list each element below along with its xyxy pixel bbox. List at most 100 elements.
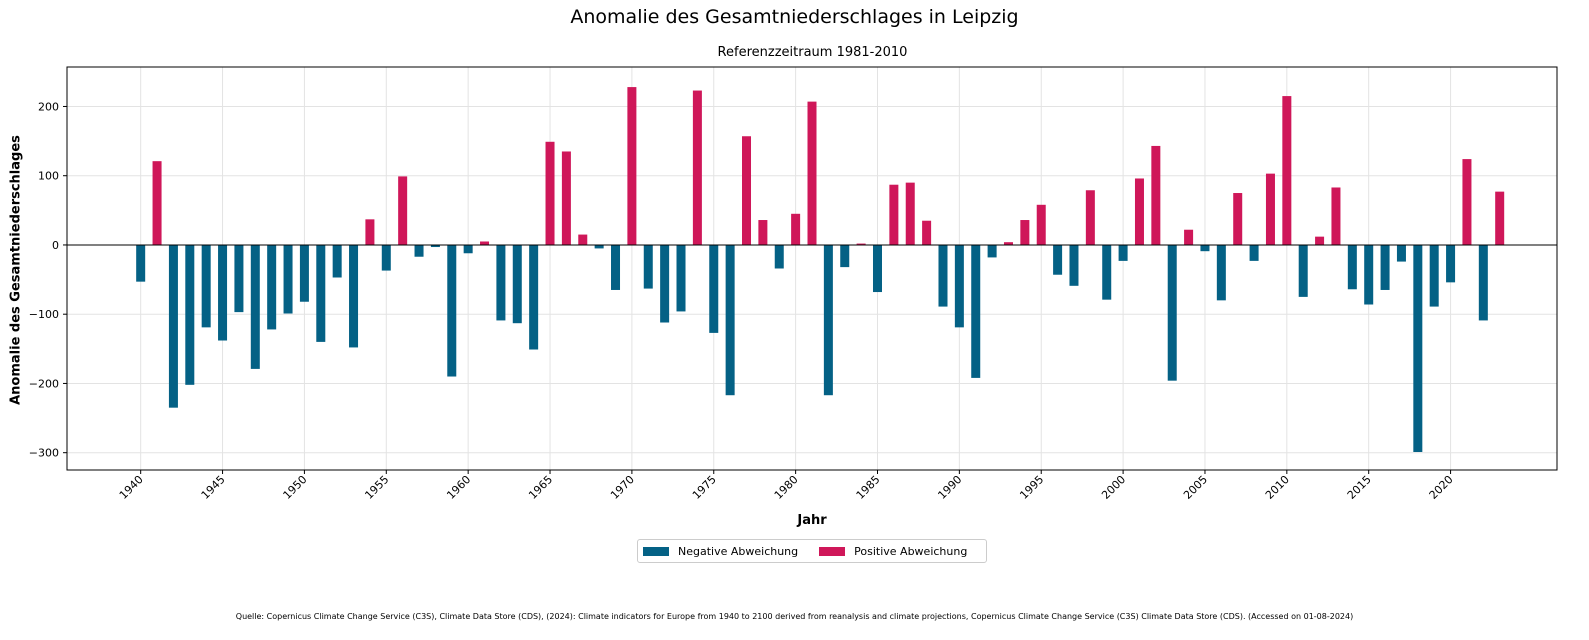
- y-tick-label: −100: [29, 308, 59, 321]
- x-tick-label: 2015: [1345, 473, 1374, 502]
- bar-2001: [1134, 178, 1144, 245]
- bar-1967: [578, 234, 588, 245]
- bar-2011: [1298, 244, 1308, 297]
- plot-border: [66, 66, 1558, 471]
- bar-1952: [332, 244, 342, 278]
- bar-1989: [938, 244, 948, 307]
- bar-1979: [774, 244, 784, 269]
- bar-2007: [1233, 193, 1243, 245]
- bar-1965: [545, 141, 555, 245]
- bar-1980: [791, 213, 801, 245]
- bar-1974: [692, 90, 702, 245]
- bar-2020: [1446, 244, 1456, 283]
- bar-2015: [1364, 244, 1374, 305]
- bar-1954: [365, 219, 375, 245]
- bar-1971: [643, 244, 653, 289]
- legend: Negative Abweichung Positive Abweichung: [637, 539, 987, 563]
- bar-series: [136, 87, 1505, 452]
- bar-1962: [496, 244, 506, 321]
- chart-title: Anomalie des Gesamtniederschlages in Lei…: [570, 6, 1019, 28]
- bar-1949: [283, 244, 293, 314]
- bar-1986: [889, 184, 899, 245]
- bar-1973: [676, 244, 686, 312]
- x-tick-label: 1950: [281, 473, 310, 502]
- bar-2008: [1249, 244, 1259, 261]
- bar-1953: [349, 244, 359, 348]
- bar-2021: [1462, 159, 1472, 245]
- x-tick-label: 1985: [854, 473, 883, 502]
- bar-1998: [1085, 190, 1095, 245]
- y-axis-label: Anomalie des Gesamtniederschlages: [8, 135, 24, 405]
- y-tick-label: 100: [38, 170, 59, 183]
- bar-1958: [430, 244, 440, 248]
- bar-1993: [1003, 242, 1013, 245]
- bar-1988: [922, 220, 932, 245]
- x-tick-label: 2000: [1099, 473, 1128, 502]
- chart-subtitle: Referenzzeitraum 1981-2010: [717, 45, 908, 60]
- bar-2004: [1184, 229, 1194, 245]
- bar-1975: [709, 244, 719, 333]
- x-tick-label: 2010: [1263, 473, 1292, 502]
- bar-1944: [201, 244, 211, 328]
- bar-1972: [660, 244, 670, 323]
- legend-item-negative: Negative Abweichung: [643, 545, 798, 558]
- bar-2019: [1429, 244, 1439, 307]
- bar-1947: [250, 244, 260, 369]
- bar-2012: [1315, 236, 1325, 245]
- plot-frame: [66, 66, 1558, 471]
- bar-2009: [1265, 173, 1275, 245]
- x-tick-label: 1945: [199, 473, 228, 502]
- x-tick-label: 1970: [608, 473, 637, 502]
- bar-1956: [398, 176, 408, 245]
- x-tick-label: 1965: [526, 473, 555, 502]
- bar-2002: [1151, 145, 1161, 245]
- x-axis-label: Jahr: [797, 513, 827, 528]
- y-tick-label: 200: [38, 100, 59, 113]
- bar-1961: [480, 241, 490, 245]
- bar-1995: [1036, 204, 1046, 245]
- bar-1981: [807, 101, 817, 245]
- legend-swatch-positive: [819, 546, 846, 556]
- x-tick-label: 1980: [772, 473, 801, 502]
- bar-1999: [1102, 244, 1112, 300]
- x-axis-ticks: 1940 1945 1950 1955 1960 1965 1970 1975 1980 1985…: [117, 470, 1456, 502]
- bar-1940: [136, 244, 146, 282]
- bar-1982: [823, 244, 833, 396]
- y-tick-label: −300: [29, 447, 59, 460]
- bar-1969: [611, 244, 621, 290]
- bar-2018: [1413, 244, 1423, 452]
- y-tick-label: −200: [29, 377, 59, 390]
- bar-2013: [1331, 187, 1341, 245]
- bar-2000: [1118, 244, 1128, 261]
- bar-1963: [512, 244, 522, 324]
- bar-1960: [463, 244, 473, 254]
- bar-1942: [168, 244, 178, 408]
- y-tick-label: 0: [52, 239, 59, 252]
- bar-1955: [381, 244, 391, 271]
- x-tick-label: 1960: [444, 473, 473, 502]
- bar-1997: [1069, 244, 1079, 286]
- bar-1945: [218, 244, 228, 341]
- legend-label-positive: Positive Abweichung: [854, 544, 968, 558]
- bar-1992: [987, 244, 997, 258]
- bar-2010: [1282, 96, 1292, 245]
- bar-1978: [758, 220, 768, 245]
- bar-1959: [447, 244, 457, 377]
- bar-1977: [742, 136, 752, 245]
- bar-1951: [316, 244, 326, 342]
- bar-1941: [152, 161, 162, 245]
- bar-2014: [1347, 244, 1357, 290]
- bar-2016: [1380, 244, 1390, 290]
- source-note: Quelle: Copernicus Climate Change Servic…: [235, 612, 1354, 621]
- bar-1990: [954, 244, 964, 328]
- bar-2017: [1396, 244, 1406, 262]
- bar-2006: [1216, 244, 1226, 301]
- bar-1946: [234, 244, 244, 313]
- x-tick-label: 1975: [690, 473, 719, 502]
- bar-1957: [414, 244, 424, 257]
- bar-1983: [840, 244, 850, 268]
- legend-label-negative: Negative Abweichung: [678, 544, 799, 558]
- x-tick-label: 1990: [935, 473, 964, 502]
- bar-1950: [299, 244, 309, 302]
